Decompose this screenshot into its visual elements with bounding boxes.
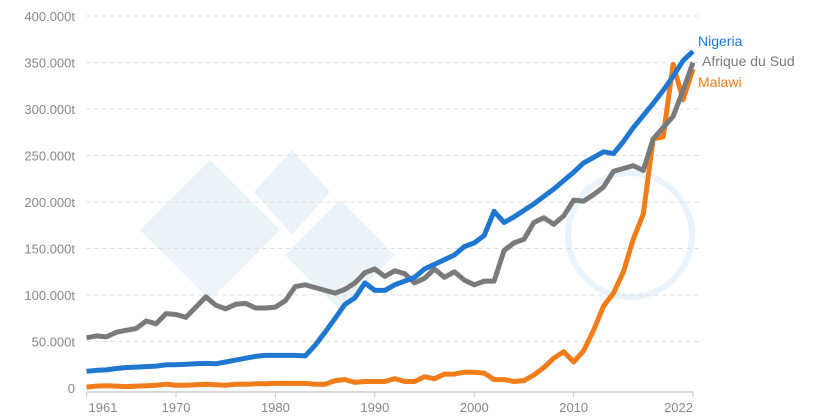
- y-tick-label: 400.000t: [24, 9, 75, 24]
- y-tick-label: 50.000t: [32, 335, 76, 350]
- x-tick-label: 1990: [360, 400, 389, 415]
- y-tick-label: 100.000t: [24, 288, 75, 303]
- series-lines: [86, 49, 696, 390]
- watermark-333-diamond-1: [140, 160, 280, 300]
- watermark-333-diamond-2: [254, 150, 330, 235]
- y-tick-label: 0: [68, 381, 75, 396]
- x-tick-label: 1970: [162, 400, 191, 415]
- y-tick-label: 250.000t: [24, 149, 75, 164]
- x-tick-label: 1980: [261, 400, 290, 415]
- series-line-nigeria: [86, 49, 695, 374]
- series-label-malawi: Malawi: [698, 74, 742, 90]
- x-tick-label: 2000: [460, 400, 489, 415]
- x-tick-label: 2010: [559, 400, 588, 415]
- watermark-fao-seal: [565, 170, 695, 300]
- x-tick-label: 2022: [664, 400, 693, 415]
- y-tick-label: 350.000t: [24, 56, 75, 71]
- y-tick-label: 300.000t: [24, 102, 75, 117]
- series-line-afrique-du-sud: [86, 61, 696, 341]
- x-axis: 1961 1970 1980 1990 2000 2010 2022: [86, 391, 694, 415]
- series-label-afrique-du-sud: Afrique du Sud: [702, 53, 795, 69]
- series-labels: Nigeria Afrique du Sud Malawi: [698, 33, 795, 90]
- gridlines: [86, 15, 700, 342]
- y-axis: 0 50.000t 100.000t 150.000t 200.000t 250.000t…: [24, 9, 75, 396]
- y-tick-label: 200.000t: [24, 195, 75, 210]
- y-tick-label: 150.000t: [24, 242, 75, 257]
- series-line-malawi: [86, 61, 696, 390]
- x-tick-label: 1961: [89, 400, 118, 415]
- series-label-nigeria: Nigeria: [698, 33, 743, 49]
